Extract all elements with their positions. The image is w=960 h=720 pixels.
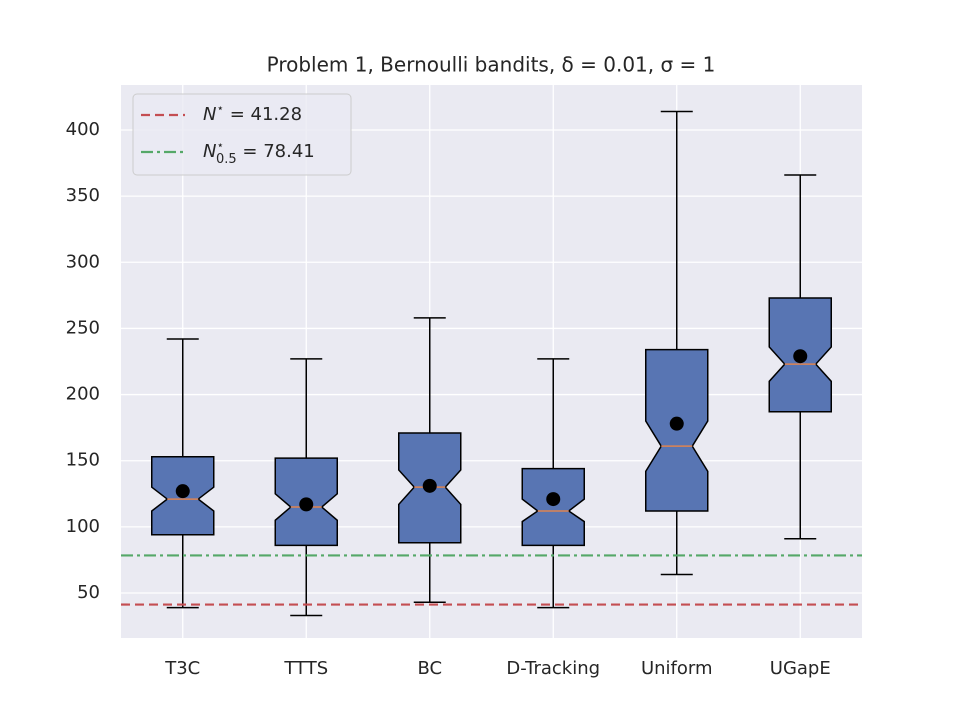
x-tick-label: D-Tracking (506, 658, 600, 679)
y-tick-label: 250 (66, 317, 100, 338)
legend-label-tail: = 78.41 (237, 141, 315, 162)
legend-box (132, 93, 352, 176)
y-tick-label: 50 (77, 582, 100, 603)
x-tick-label: BC (417, 658, 442, 679)
y-tick-label: 350 (66, 185, 100, 206)
legend-label-sup: ⋆ (216, 138, 224, 152)
chart-title: Problem 1, Bernoulli bandits, δ = 0.01, … (267, 53, 716, 77)
legend-label-sub: 0.5 (216, 152, 237, 167)
y-tick-label: 400 (66, 119, 100, 140)
legend-label: N⋆ 0.5 = 78.41 (203, 138, 315, 167)
legend-label-sup: ⋆ (216, 101, 224, 115)
box (521, 467, 585, 547)
x-tick-label: T3C (164, 658, 200, 679)
plot-area (121, 85, 862, 638)
x-tick-label: Uniform (641, 658, 713, 679)
y-tick-label: 300 (66, 251, 100, 272)
mean-dot (175, 484, 190, 499)
legend-label-tail: = 41.28 (224, 104, 302, 125)
mean-dot (546, 492, 561, 507)
mean-dot (669, 416, 684, 431)
legend-label-base: N (203, 104, 216, 125)
y-tick-label: 150 (66, 450, 100, 471)
legend-label-base: N (203, 141, 216, 162)
y-tick-label: 100 (66, 516, 100, 537)
legend-label: N⋆ = 41.28 (203, 101, 302, 126)
x-tick-label: UGapE (770, 658, 831, 679)
mean-dot (422, 478, 437, 493)
mean-dot (299, 497, 314, 512)
mean-dot (793, 349, 808, 364)
y-tick-label: 200 (66, 384, 100, 405)
x-tick-label: TTTS (283, 658, 328, 679)
